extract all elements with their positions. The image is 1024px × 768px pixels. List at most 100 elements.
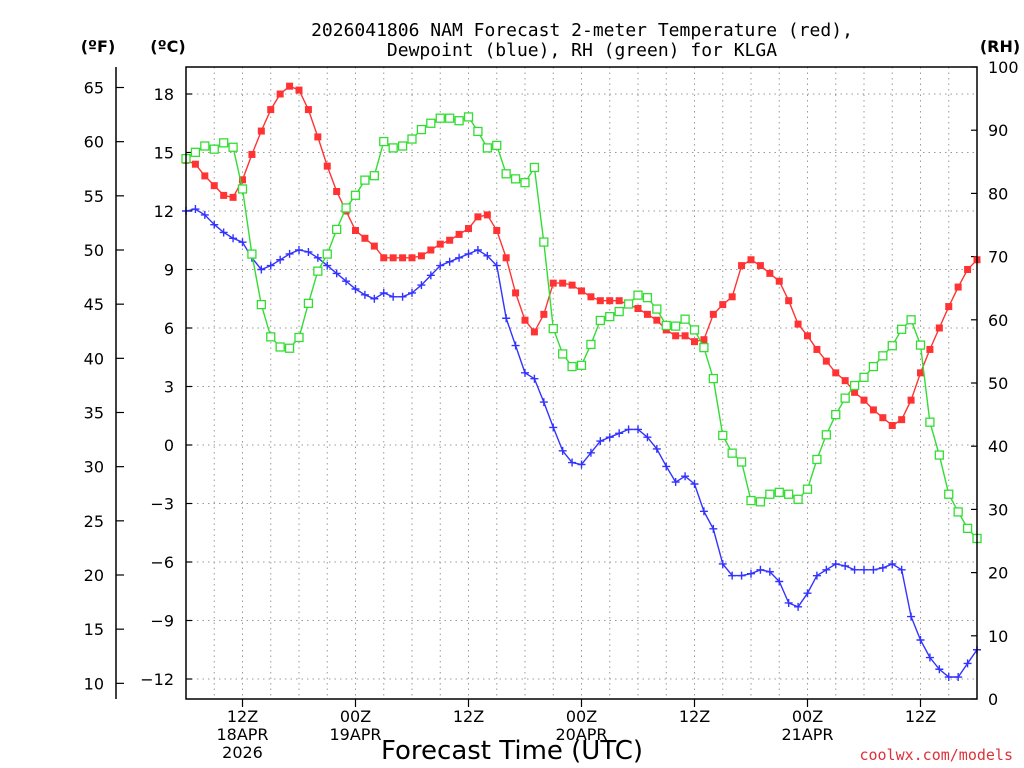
dewpoint-point — [408, 288, 416, 297]
temperature-point — [559, 279, 567, 287]
temperature-point — [493, 227, 501, 234]
rh-point — [878, 351, 888, 361]
dewpoint-point — [944, 673, 953, 682]
fahrenheit-tick-label: 60 — [84, 133, 104, 152]
rh-point — [190, 147, 201, 157]
dewpoint-point — [210, 220, 219, 229]
dewpoint-point — [313, 253, 322, 262]
credit-text: coolwx.com/models — [859, 746, 1013, 764]
dewpoint-point — [775, 577, 784, 586]
dewpoint-point — [266, 261, 275, 270]
rh-point — [727, 448, 737, 458]
rh-point — [595, 315, 605, 326]
dewpoint-point — [662, 462, 671, 471]
dewpoint-point — [878, 563, 887, 572]
dewpoint-point — [539, 398, 548, 407]
rh-tick-label: 10 — [988, 627, 1008, 646]
temperature-point — [248, 150, 256, 158]
dewpoint-point — [615, 429, 624, 438]
celsius-tick-label: −3 — [150, 495, 174, 514]
temperature-point — [596, 297, 604, 305]
rh-point — [774, 487, 784, 497]
rh-point — [416, 124, 427, 135]
temperature-point — [408, 254, 416, 262]
x-tick-label: 12Z — [905, 707, 936, 726]
temperature-point — [719, 301, 727, 309]
temperature-point — [672, 332, 680, 340]
temperature-point — [709, 310, 717, 318]
temperature-point — [653, 316, 661, 324]
dewpoint-point — [747, 569, 755, 578]
dewpoint-point — [784, 598, 793, 607]
rh-point — [501, 169, 511, 179]
temperature-point — [935, 324, 943, 332]
dewpoint-point — [699, 507, 708, 516]
rh-point — [840, 393, 850, 403]
dewpoint-point — [671, 478, 680, 487]
rh-point — [322, 249, 332, 259]
dewpoint-point — [803, 589, 812, 598]
temperature-point — [681, 332, 689, 340]
dewpoint-point — [426, 271, 435, 280]
rh-point — [812, 454, 822, 465]
dewpoint-point — [445, 257, 454, 266]
rh-point — [576, 360, 587, 370]
celsius-tick-label: 15 — [154, 144, 174, 163]
dewpoint-point — [436, 261, 445, 270]
x-tick-label: 12Z — [453, 707, 484, 726]
fahrenheit-tick-label: 35 — [84, 404, 104, 423]
dewpoint-point — [605, 433, 614, 442]
rh-tick-label: 20 — [988, 564, 1008, 583]
dewpoint-point — [417, 281, 426, 290]
dewpoint-point — [332, 269, 341, 278]
temperature-point — [530, 328, 538, 336]
temperature-point — [578, 287, 585, 295]
rh-tick-label: 60 — [988, 311, 1008, 330]
dewpoint-point — [822, 565, 831, 574]
dewpoint-point — [511, 341, 520, 350]
rh-point — [237, 184, 248, 194]
dewpoint-point — [351, 285, 360, 293]
dewpoint-point — [860, 565, 868, 574]
rh-tick-label: 30 — [988, 500, 1008, 519]
temperature-point — [860, 396, 868, 404]
rh-point — [539, 237, 549, 247]
temperature-point — [427, 246, 435, 254]
temperature-point — [964, 266, 972, 273]
rh-point — [793, 494, 803, 504]
rh-point — [859, 372, 869, 382]
dewpoint-point — [229, 234, 238, 243]
dewpoint-point — [568, 458, 577, 467]
rh-point — [736, 457, 747, 467]
rh-point — [529, 162, 540, 173]
rh-point — [256, 299, 266, 310]
temperature-point — [191, 160, 199, 168]
x-axis-title: Forecast Time (UTC) — [381, 736, 643, 766]
temperature-point — [888, 422, 896, 429]
rh-point — [934, 450, 944, 460]
celsius-tick-label: −6 — [150, 553, 174, 572]
rh-point — [303, 298, 314, 309]
dewpoint-point — [342, 277, 351, 286]
temperature-point — [220, 191, 228, 199]
rh-tick-label: 100 — [988, 58, 1019, 77]
temperature-point — [239, 176, 246, 184]
temperature-point — [286, 82, 294, 90]
dewpoint-point — [257, 265, 266, 274]
temperature-point — [738, 262, 746, 270]
temperature-point — [615, 297, 623, 305]
dewpoint-point — [765, 567, 774, 576]
temperature-point — [869, 406, 877, 414]
rh-point — [313, 266, 323, 276]
dewpoint-point — [455, 253, 464, 262]
temperature-point — [794, 320, 802, 328]
rh-point — [868, 361, 879, 372]
rh-point — [642, 293, 653, 303]
dewpoint-point — [379, 288, 388, 297]
celsius-tick-label: −12 — [140, 670, 174, 689]
rh-point — [746, 495, 756, 506]
chart-title-line1: 2026041806 NAM Forecast 2-meter Temperat… — [311, 20, 853, 41]
x-tick-label: 2026 — [222, 743, 263, 762]
dewpoint-point — [219, 228, 228, 237]
